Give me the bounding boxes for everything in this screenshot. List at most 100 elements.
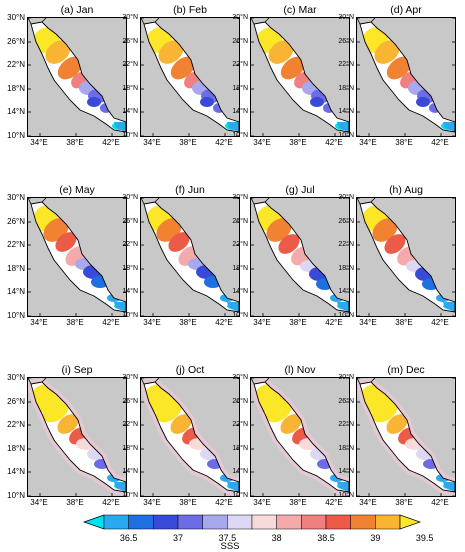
lat-tick-label: 22°N [7, 60, 25, 69]
lat-tick-label: 14°N [7, 287, 25, 296]
lon-tick-label: 38°E [66, 498, 84, 507]
lon-tick-label: 42°E [325, 138, 343, 147]
lat-tick-label: 14°N [232, 288, 248, 295]
lat-tick-label: 26°N [338, 218, 354, 225]
lat-tick-label: 26°N [122, 398, 138, 405]
panel-title: (a) Jan [60, 4, 94, 16]
lat-tick-label: 14°N [7, 467, 25, 476]
gulf-of-aden-water [443, 122, 455, 132]
lat-tick-label: 10°N [232, 492, 248, 499]
lon-tick-label: 38°E [179, 498, 197, 507]
salinity-patch [87, 97, 101, 107]
colorbar-swatch [227, 514, 253, 530]
lat-tick-label: 26°N [7, 217, 25, 226]
coastline [359, 21, 455, 133]
sss-map [357, 378, 455, 496]
gulf-of-aden-water [227, 122, 239, 132]
salinity-patch [280, 56, 306, 80]
lat-tick-label: 26°N [7, 397, 25, 406]
lat-tick-label: 26°N [7, 37, 25, 46]
lat-tick-label: 30°N [338, 194, 354, 201]
lat-tick-label: 22°N [122, 61, 138, 68]
coastline [359, 381, 455, 493]
lat-tick-label: 22°N [338, 421, 354, 428]
map-frame [356, 377, 456, 497]
lon-tick-label: 34°E [359, 498, 377, 507]
lon-tick-label: 42°E [431, 318, 449, 327]
coastline [253, 21, 349, 133]
lat-tick-label: 30°N [232, 14, 248, 21]
gulf-outline [251, 18, 270, 25]
lon-tick-label: 42°E [431, 138, 449, 147]
lon-tick-label: 42°E [431, 498, 449, 507]
gulf-of-aden-water [114, 302, 126, 312]
salinity-patch [266, 218, 292, 242]
map-frame [27, 17, 127, 137]
map-frame [140, 17, 240, 137]
sss-map [28, 18, 126, 136]
lat-tick-label: 30°N [338, 374, 354, 381]
lon-tick-label: 38°E [395, 318, 413, 327]
gulf-of-aden-water [114, 482, 126, 492]
lon-tick-label: 34°E [253, 318, 271, 327]
salinity-patch [278, 234, 300, 254]
map-panel: (d) Apr 30°N 26°N 22°N 18°N 14°N 10°N 34°E 38°E 4… [338, 4, 456, 147]
lat-tick-label: 26°N [122, 38, 138, 45]
gulf-of-aden-water [337, 122, 349, 132]
gulf-outline [141, 198, 160, 205]
lat-tick-label: 22°N [232, 241, 248, 248]
map-panel: (g) Jul 30°N 26°N 22°N 18°N 14°N 10°N 34°E 38°E 4… [232, 184, 350, 327]
panel-title: (l) Nov [284, 364, 316, 376]
lat-tick-label: 18°N [232, 85, 248, 92]
salinity-patch [57, 56, 83, 80]
gulf-of-aden-water [337, 302, 349, 312]
coastline [253, 201, 349, 313]
colorbar-tick-label: 38.5 [317, 533, 335, 543]
map-panel: (c) Mar 30°N 26°N 22°N 18°N 14°N 10°N 34°E 38°E 4… [232, 4, 350, 147]
lon-tick-label: 34°E [253, 138, 271, 147]
lat-tick-label: 30°N [122, 194, 138, 201]
gulf-outline [28, 378, 47, 385]
lat-tick-label: 26°N [232, 38, 248, 45]
salinity-patch [384, 234, 406, 254]
panel-title: (c) Mar [283, 4, 317, 16]
lat-tick-label: 30°N [232, 194, 248, 201]
salinity-patch [371, 397, 399, 423]
salinity-patch [310, 97, 324, 107]
map-frame [140, 377, 240, 497]
map-panel: (i) Sep 30°N 26°N 22°N 18°N 14°N 10°N 34°E 38°E 4… [7, 364, 127, 507]
panel-title: (d) Apr [390, 4, 422, 16]
lon-tick-label: 42°E [102, 138, 120, 147]
lat-tick-label: 22°N [232, 421, 248, 428]
lon-tick-label: 42°E [325, 318, 343, 327]
lat-tick-label: 30°N [7, 373, 25, 382]
lat-tick-label: 14°N [232, 108, 248, 115]
lon-tick-label: 38°E [289, 498, 307, 507]
colorbar-swatch [325, 514, 351, 530]
map-frame [140, 197, 240, 317]
gulf-of-aden-water [227, 302, 239, 312]
lat-tick-label: 22°N [7, 420, 25, 429]
salinity-patch [386, 414, 408, 434]
gulf-outline [357, 18, 376, 25]
salinity-patch [45, 40, 71, 64]
lat-tick-label: 14°N [122, 468, 138, 475]
sss-map [357, 198, 455, 316]
lat-tick-label: 10°N [7, 131, 25, 140]
map-frame [27, 197, 127, 317]
colorbar-swatch [103, 514, 129, 530]
lat-tick-label: 18°N [7, 264, 25, 273]
lon-tick-label: 42°E [325, 498, 343, 507]
colorbar-tick-label: 40 [459, 533, 465, 543]
salinity-patch [386, 56, 412, 80]
lat-tick-label: 18°N [7, 84, 25, 93]
colorbar-swatch [128, 514, 154, 530]
sss-map [251, 198, 349, 316]
coastline [359, 201, 455, 313]
colorbar-min-arrow [82, 514, 105, 530]
salinity-patch [280, 414, 302, 434]
sss-map [251, 18, 349, 136]
lon-tick-label: 34°E [253, 498, 271, 507]
coastline [143, 381, 239, 493]
